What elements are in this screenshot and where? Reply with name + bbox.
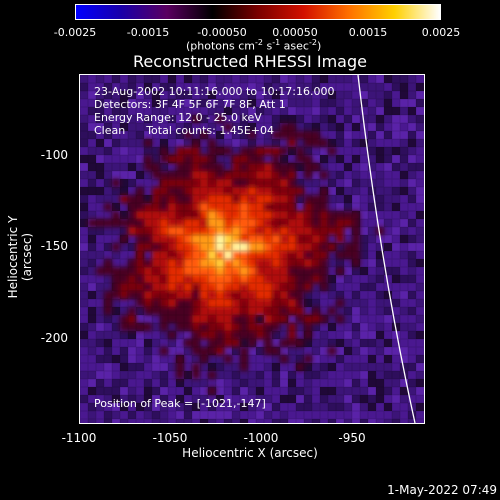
y-tick-label: -150	[40, 239, 68, 253]
y-axis-label: Heliocentric Y (arcsec)	[6, 215, 34, 299]
colorbar-tick: 0.0025	[421, 26, 461, 39]
colorbar-tick: -0.0025	[53, 26, 97, 39]
x-tick-label: -1050	[152, 431, 188, 445]
peak-position-label: Position of Peak = [-1021,-147]	[94, 397, 266, 410]
colorbar-units: (photons cm-2 s-1 asec-2)	[186, 38, 322, 53]
colorbar	[75, 4, 441, 20]
energy-range-label: Energy Range: 12.0 - 25.0 keV	[94, 111, 262, 124]
y-tick-label: -100	[40, 148, 68, 162]
time-range-label: 23-Aug-2002 10:11:16.000 to 10:17:16.000	[94, 85, 335, 98]
colorbar-tick: -0.00050	[197, 26, 247, 39]
y-tick-label: -200	[40, 331, 68, 345]
detectors-label: Detectors: 3F 4F 5F 6F 7F 8F, Att 1	[94, 98, 286, 111]
x-tick-label: -1000	[243, 431, 279, 445]
x-tick-label: -1100	[61, 431, 97, 445]
colorbar-tick: 0.00050	[272, 26, 318, 39]
x-axis-label: Heliocentric X (arcsec)	[182, 446, 318, 460]
image-title: Reconstructed RHESSI Image	[133, 52, 367, 71]
solar-limb	[357, 75, 416, 423]
clean-label: Clean Total counts: 1.45E+04	[94, 124, 275, 137]
datestamp: 1-May-2022 07:49	[387, 483, 497, 497]
colorbar-tick: 0.0015	[348, 26, 388, 39]
x-tick-label: -950	[338, 431, 366, 445]
rhessi-image	[79, 74, 425, 424]
colorbar-tick: -0.0015	[126, 26, 170, 39]
